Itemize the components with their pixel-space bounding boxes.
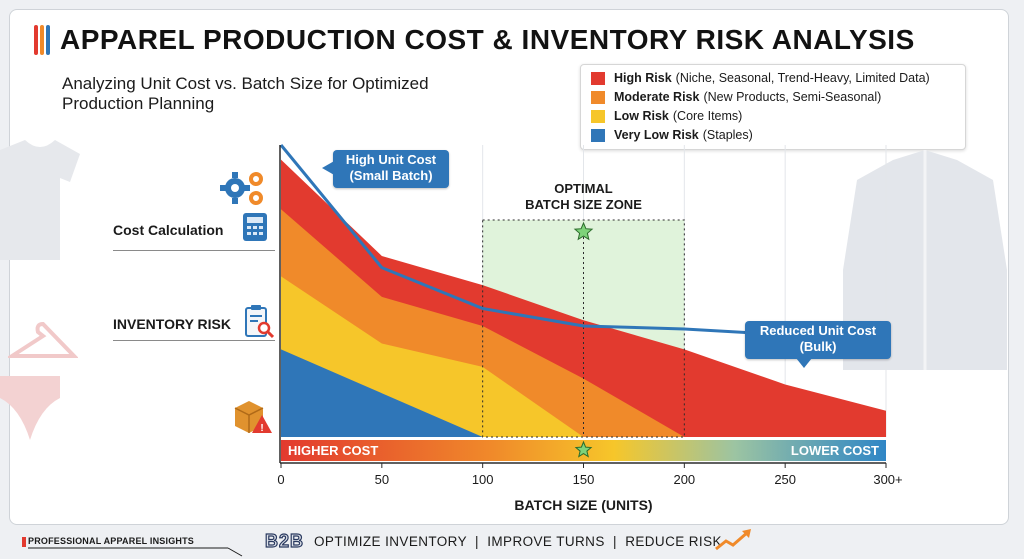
- cost-bar-star-marker: [574, 440, 593, 458]
- legend-desc: (New Products, Semi-Seasonal): [703, 90, 882, 104]
- optimal-zone-label: BATCH SIZE ZONE: [525, 197, 642, 212]
- x-tick-label: 200: [673, 472, 695, 487]
- legend-swatch-very-low: [591, 128, 605, 142]
- tagline-text: OPTIMIZE INVENTORY | IMPROVE TURNS | RED…: [314, 533, 722, 549]
- x-tick-label: 250: [774, 472, 796, 487]
- optimal-star-marker: [573, 221, 594, 241]
- callout-line: High Unit Cost: [345, 152, 437, 167]
- legend-name: Low Risk: [614, 109, 669, 123]
- legend-desc: (Core Items): [672, 109, 743, 123]
- legend-name: Very Low Risk: [614, 128, 699, 142]
- x-tick-label: 150: [573, 472, 595, 487]
- legend-desc: (Niche, Seasonal, Trend-Heavy, Limited D…: [675, 71, 930, 85]
- callout-pointer: [322, 160, 336, 176]
- legend-desc: (Staples): [702, 128, 753, 142]
- footer-tagline: B2B OPTIMIZE INVENTORY | IMPROVE TURNS |…: [264, 527, 722, 555]
- title-accent-blue: [46, 25, 50, 55]
- divider-rule: [113, 340, 275, 341]
- legend-name: Moderate Risk: [614, 90, 700, 104]
- legend-item-very-low: Very Low Risk (Staples): [591, 128, 753, 142]
- divider-rule: [113, 250, 275, 251]
- clipboard-magnifier-icon: [245, 305, 274, 339]
- area-very-low-risk: [281, 349, 483, 437]
- title-accent-red: [34, 25, 38, 55]
- inventory-risk-label: INVENTORY RISK: [113, 316, 231, 332]
- brand-logo: B2B: [264, 530, 305, 551]
- calculator-icon: [243, 213, 267, 241]
- page-title: APPAREL PRODUCTION COST & INVENTORY RISK…: [60, 24, 915, 55]
- x-axis-title: BATCH SIZE (UNITS): [514, 497, 652, 513]
- footer-underline: [28, 547, 243, 557]
- jacket-icon: [843, 150, 1007, 370]
- reduced-unit-cost-callout: Reduced Unit Cost (Bulk): [745, 321, 891, 359]
- title-accent-orange: [40, 25, 44, 55]
- tshirt-icon: [0, 140, 80, 260]
- chart-legend: High Risk (Niche, Seasonal, Trend-Heavy,…: [580, 64, 966, 150]
- callout-pointer: [796, 358, 812, 368]
- x-tick-label: 300+: [873, 472, 902, 487]
- legend-name: High Risk: [614, 71, 672, 85]
- callout-line: (Small Batch): [349, 168, 433, 183]
- legend-item-moderate: Moderate Risk (New Products, Semi-Season…: [591, 90, 881, 104]
- box-warning-icon: !: [234, 401, 272, 434]
- legend-item-high: High Risk (Niche, Seasonal, Trend-Heavy,…: [591, 71, 930, 85]
- x-tick-label: 50: [375, 472, 389, 487]
- x-tick-label: 100: [472, 472, 494, 487]
- callout-line: Reduced Unit Cost: [759, 323, 877, 338]
- trend-arrow-icon: [715, 529, 751, 551]
- svg-text:!: !: [260, 423, 263, 434]
- gears-icon: [220, 172, 263, 205]
- optimal-zone-label: OPTIMAL: [554, 181, 613, 196]
- cost-bar-left-label: HIGHER COST: [288, 443, 378, 458]
- footer-accent: [22, 537, 26, 547]
- page-subtitle: Analyzing Unit Cost vs. Batch Size for O…: [62, 74, 429, 113]
- legend-swatch-low: [591, 109, 605, 123]
- legend-swatch-moderate: [591, 90, 605, 104]
- cost-calculation-label: Cost Calculation: [113, 222, 224, 238]
- footer-left-label: PROFESSIONAL APPAREL INSIGHTS: [28, 536, 194, 546]
- legend-swatch-high: [591, 71, 605, 85]
- underwear-icon: [0, 376, 60, 440]
- hanger-icon: [8, 321, 78, 358]
- x-tick-label: 0: [277, 472, 284, 487]
- high-unit-cost-callout: High Unit Cost (Small Batch): [333, 150, 449, 188]
- legend-item-low: Low Risk (Core Items): [591, 109, 742, 123]
- cost-bar-right-label: LOWER COST: [791, 443, 879, 458]
- callout-line: (Bulk): [799, 339, 837, 354]
